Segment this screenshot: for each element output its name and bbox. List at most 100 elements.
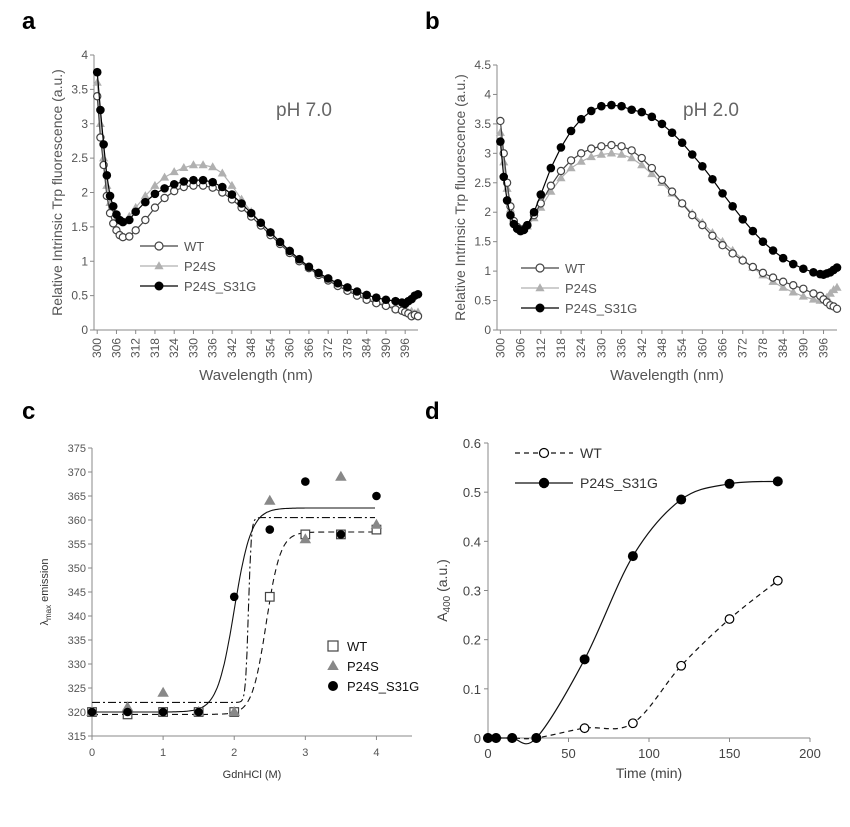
y-tick-label-a: 1 <box>81 254 88 268</box>
data-point-WT-a <box>109 219 118 228</box>
data-point-P24S_S31G-b <box>522 220 532 230</box>
y-tick-label-c: 375 <box>68 443 86 455</box>
data-point-P24S_S31G-a <box>362 290 371 300</box>
y-tick-label-c: 315 <box>68 731 86 743</box>
y-tick-label-d: 0.6 <box>463 436 481 451</box>
data-point-P24S_S31G-a <box>304 262 314 272</box>
series-line-WT-d <box>487 580 779 740</box>
legend-marker-WT-c <box>327 640 339 652</box>
data-point-P24S_S31G-c <box>229 592 239 602</box>
data-point-P24S-a <box>198 160 208 169</box>
chart-c: 315 320 325 330 335 340 345 350 355 360 365 370 375 0… <box>39 443 419 781</box>
data-point-P24S-b <box>798 291 808 300</box>
data-point-WT-b <box>657 175 667 185</box>
data-point-P24S_S31G-a <box>227 190 237 199</box>
data-point-P24S_S31G-a <box>391 296 400 306</box>
y-tick-label-a: 2 <box>81 186 88 200</box>
data-point-WT-b <box>546 181 556 190</box>
x-tick-label-b: 330 <box>594 338 608 358</box>
data-point-P24S-b <box>606 148 617 157</box>
data-point-P24S_S31G-a <box>381 295 391 305</box>
data-point-P24S_S31G-c <box>158 707 168 717</box>
data-point-P24S_S31G-b <box>506 210 515 220</box>
x-tick-label-a: 312 <box>129 338 143 358</box>
data-point-WT-b <box>799 284 808 293</box>
series-line-P24S-b <box>499 132 838 302</box>
x-tick-label-a: 396 <box>398 338 412 358</box>
data-point-WT-d <box>627 718 638 729</box>
data-point-P24S_S31G-c <box>336 530 346 539</box>
legend-label-P24S-a: P24S <box>184 259 216 274</box>
data-point-WT-b <box>748 262 758 272</box>
data-point-P24S-c <box>157 686 169 697</box>
data-point-P24S-b <box>637 160 647 169</box>
y-tick-label-a: 3 <box>81 117 88 131</box>
x-tick-label-a: 360 <box>283 338 297 358</box>
x-tick-label-a: 348 <box>244 338 258 358</box>
legend-label-P24S-b: P24S <box>565 281 597 296</box>
data-point-WT-b <box>607 140 616 150</box>
data-point-P24S_S31G-a <box>285 246 294 256</box>
x-tick-label-a: 306 <box>109 338 123 358</box>
data-point-P24S_S31G-b <box>576 114 586 124</box>
y-tick-label-a: 2.5 <box>71 151 88 165</box>
data-point-WT-b <box>688 210 697 220</box>
data-point-P24S-a <box>217 168 227 177</box>
x-tick-label-b: 348 <box>655 338 669 358</box>
data-point-P24S-b <box>502 183 512 192</box>
data-point-P24S_S31G-a <box>256 218 266 228</box>
y-tick-label-d: 0.5 <box>463 485 481 500</box>
data-point-P24S_S31G-a <box>314 268 323 278</box>
y-tick-label-d: 0.3 <box>463 584 481 599</box>
data-point-P24S-a <box>179 162 189 171</box>
data-point-P24S_S31G-a <box>96 105 105 115</box>
x-tick-label-c: 4 <box>373 747 379 759</box>
data-point-P24S_S31G-b <box>597 101 606 111</box>
x-tick-label-a: 324 <box>167 338 181 358</box>
data-point-P24S-a <box>95 118 106 127</box>
data-point-P24S_S31G-b <box>627 105 636 115</box>
data-point-WT-b <box>637 153 646 163</box>
data-point-P24S_S31G-b <box>647 112 657 122</box>
data-point-P24S_S31G-b <box>832 263 842 272</box>
data-point-P24S_S31G-b <box>778 253 788 263</box>
x-tick-label-a: 336 <box>206 338 220 358</box>
data-point-P24S-a <box>102 180 112 189</box>
y-axis-title-d: A400 (a.u.) <box>434 559 453 622</box>
y-tick-label-d: 0.1 <box>463 682 481 697</box>
data-point-P24S_S31G-b <box>758 237 768 246</box>
y-axis-title-a: Relative Intrinsic Trp fluorescence (a.u… <box>49 69 65 316</box>
x-tick-label-a: 372 <box>321 338 335 358</box>
data-point-P24S_S31G-d <box>531 733 542 743</box>
legend-marker-P24S_S31G-b <box>535 303 545 313</box>
data-point-P24S-a <box>92 77 102 86</box>
data-point-WT-a <box>413 312 423 321</box>
x-tick-label-b: 384 <box>776 338 790 358</box>
data-point-P24S-b <box>556 173 566 182</box>
legend-label-P24S_S31G-d: P24S_S31G <box>580 475 658 491</box>
y-tick-label-d: 0 <box>474 731 481 746</box>
data-point-P24S-c <box>335 470 347 481</box>
data-point-P24S_S31G-a <box>150 189 160 199</box>
data-point-P24S-c <box>299 533 312 544</box>
y-tick-label-c: 350 <box>68 563 86 575</box>
data-point-P24S_S31G-c <box>194 707 203 717</box>
x-tick-label-c: 3 <box>302 747 308 759</box>
data-point-P24S_S31G-b <box>728 202 737 211</box>
y-tick-label-a: 0 <box>81 323 88 337</box>
chart-b: 0 0.5 1 1.5 2 2.5 3 3.5 4 4.5 300 306 312 318 324 330 33… <box>452 58 842 384</box>
data-point-P24S-b <box>586 152 596 161</box>
data-point-P24S_S31G-b <box>788 259 798 269</box>
x-tick-label-b: 360 <box>695 338 709 358</box>
data-point-P24S_S31G-d <box>579 654 590 665</box>
y-axis-title-b: Relative Intrinsic Trp fluorescence (a.u… <box>452 74 468 321</box>
data-point-P24S-b <box>566 163 576 172</box>
x-tick-label-a: 378 <box>340 338 354 358</box>
data-point-P24S_S31G-b <box>738 214 748 224</box>
x-tick-label-c: 1 <box>160 747 166 759</box>
y-tick-label-b: 0 <box>484 323 491 337</box>
data-point-WT-b <box>728 249 737 258</box>
data-point-WT-b <box>597 142 606 151</box>
data-point-WT-a <box>141 215 150 225</box>
data-point-P24S_S31G-a <box>275 237 285 247</box>
